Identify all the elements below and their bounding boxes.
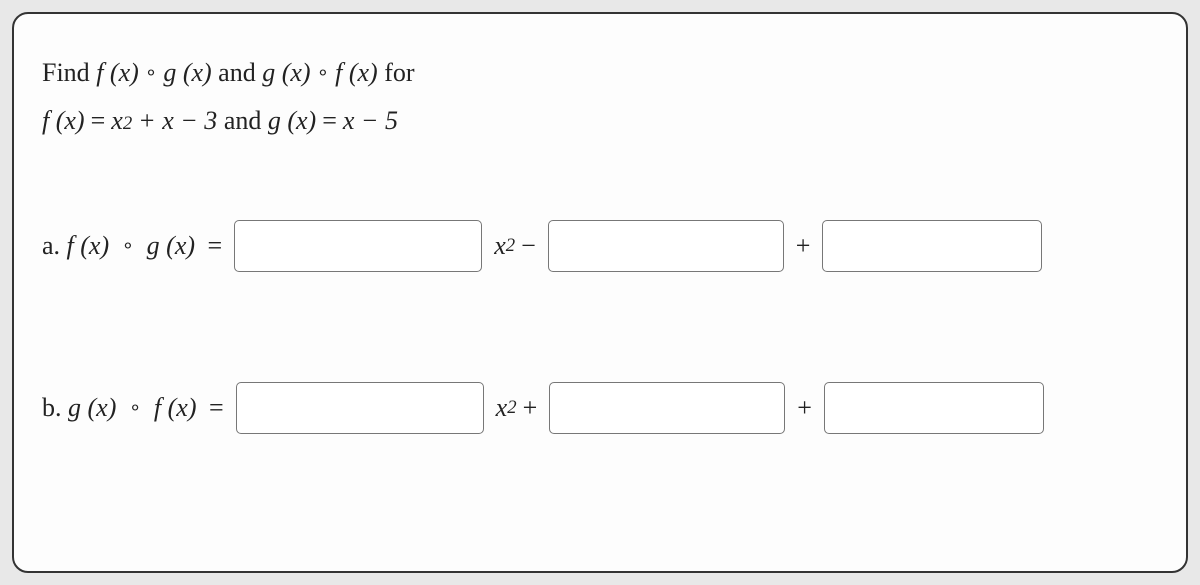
part-a-g: g (x) (147, 231, 195, 260)
part-a-row: a. f (x) ∘ g (x) = x2 − + (42, 220, 1158, 272)
part-b-g: g (x) (68, 393, 116, 422)
text-for: for (378, 58, 415, 88)
part-b-input-1[interactable] (236, 382, 484, 434)
part-a-input-1[interactable] (234, 220, 482, 272)
part-b-x: x (490, 393, 508, 423)
gdef-rhs: x − 5 (343, 106, 398, 136)
part-a-f: f (x) (67, 231, 110, 260)
part-b-row: b. g (x) ∘ f (x) = x2 + + (42, 382, 1158, 434)
part-b-plus2: + (791, 393, 818, 423)
fdef-x: x (111, 106, 123, 136)
gdef-lhs: g (x) (268, 106, 316, 136)
part-a-label: a. (42, 231, 67, 260)
part-b-compose: ∘ (123, 397, 148, 419)
part-a-plus: + (790, 231, 817, 261)
part-b-plus1: + (517, 393, 544, 423)
part-a-input-2[interactable] (548, 220, 784, 272)
prompt-line-1: Find f (x) ∘ g (x) and g (x) ∘ f (x) for (42, 58, 1158, 88)
part-a-x: x (488, 231, 506, 261)
part-b-label: b. (42, 393, 68, 422)
text-and2: and (217, 106, 268, 136)
gof-f: f (x) (335, 58, 378, 88)
compose-2: ∘ (311, 60, 336, 85)
part-b-input-2[interactable] (549, 382, 785, 434)
fog-g: g (x) (163, 58, 211, 88)
text-find: Find (42, 58, 96, 88)
part-a-input-3[interactable] (822, 220, 1042, 272)
part-a-compose: ∘ (116, 235, 141, 257)
text-and: and (212, 58, 263, 88)
gof-g: g (x) (262, 58, 310, 88)
part-b-input-3[interactable] (824, 382, 1044, 434)
fdef-lhs: f (x) (42, 106, 85, 136)
fdef-rest: + x − 3 (132, 106, 217, 136)
compose-1: ∘ (139, 60, 164, 85)
fdef-eq: = (85, 106, 112, 136)
part-b-f: f (x) (154, 393, 197, 422)
part-b-eq: = (203, 393, 230, 422)
part-a-eq: = (202, 231, 229, 260)
fog-f: f (x) (96, 58, 139, 88)
gdef-eq: = (316, 106, 343, 136)
question-frame: Find f (x) ∘ g (x) and g (x) ∘ f (x) for… (12, 12, 1188, 573)
prompt-line-2: f (x) = x2 + x − 3 and g (x) = x − 5 (42, 106, 1158, 136)
part-a-minus: − (515, 231, 542, 261)
